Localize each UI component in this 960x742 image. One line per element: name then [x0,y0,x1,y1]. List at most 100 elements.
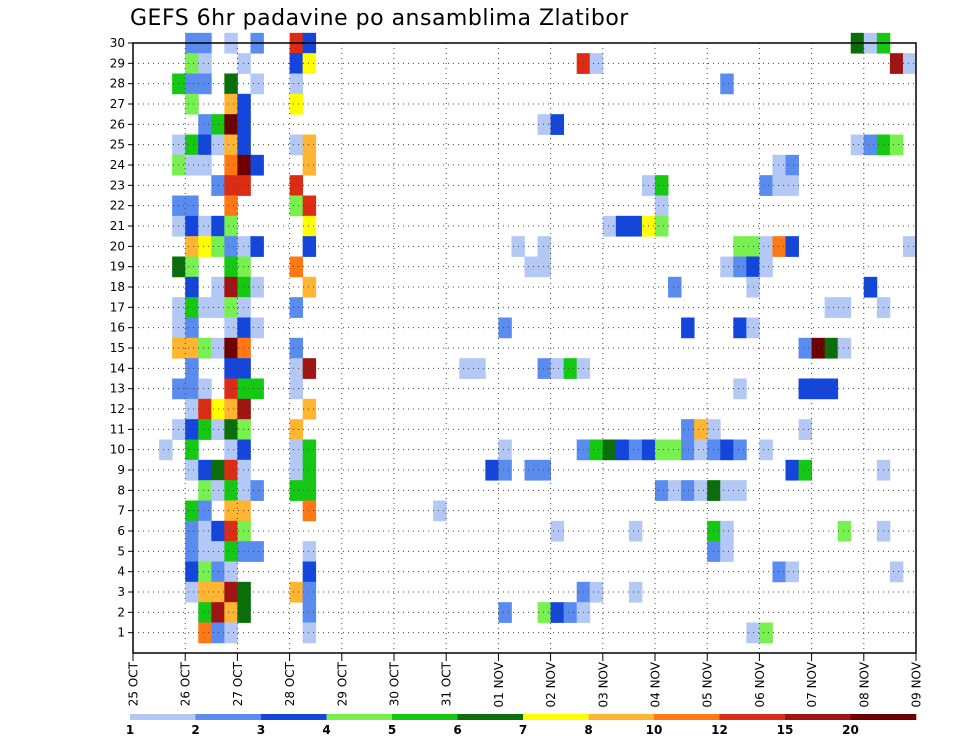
x-tick-label: 05 NOV [701,661,715,707]
heat-cell [537,236,551,257]
y-tick-label: 12 [110,402,125,416]
heat-cell [655,195,669,217]
heat-cell [224,154,238,176]
heat-cell [759,256,773,278]
heat-cell [237,378,251,400]
heat-cell [224,480,238,501]
heat-cell [498,317,512,339]
heat-cell [824,297,839,318]
heat-cell [537,114,551,135]
y-tick-label: 23 [110,178,125,192]
heat-cell [198,419,212,440]
heat-cell [250,154,264,176]
heat-cell [185,53,199,74]
heat-cell [185,297,199,318]
heat-cell [302,459,317,481]
heat-cell [837,297,852,318]
heat-cell [224,541,238,562]
heat-cell [759,622,773,644]
heat-cell [628,581,643,603]
heat-cell [550,358,565,379]
heat-cell [863,134,878,156]
heat-cell [485,459,499,481]
y-tick-label: 2 [117,605,125,619]
x-tick-label: 31 OCT [440,661,454,706]
heat-cell [250,73,264,95]
legend-swatch [326,714,393,720]
y-tick-label: 28 [110,77,125,91]
legend-label: 4 [322,723,330,737]
heat-cell [302,276,317,298]
heat-cell [902,236,917,257]
legend-label: 2 [191,723,199,737]
heat-cell [198,215,212,237]
heat-cell [302,134,317,156]
heat-cell [185,398,199,420]
x-tick-label: 29 OCT [335,661,349,706]
heat-cell [185,256,199,278]
heat-cell [289,93,304,115]
heat-cell [720,73,734,95]
x-tick-label: 01 NOV [492,661,506,707]
legend-swatch [654,714,720,720]
heat-cell [237,358,251,379]
heat-cell [198,622,212,644]
heat-cell [289,175,304,196]
legend-label: 10 [646,723,663,737]
heat-cell [224,175,238,196]
heat-cell [681,480,695,501]
heat-cell [681,439,695,461]
heat-cell [563,358,578,379]
heat-cell [289,53,304,74]
y-tick-label: 14 [110,361,125,375]
legend-label: 8 [584,723,592,737]
y-tick-label: 15 [110,341,125,355]
heat-cell [237,500,251,522]
heat-cell [224,500,238,522]
heat-cell [498,602,512,623]
legend-swatch [130,714,196,720]
x-tick-label: 27 OCT [231,661,245,706]
heat-cell [224,581,238,603]
heat-cell [537,256,551,278]
heat-cell [250,276,264,298]
heat-cell [237,459,251,481]
y-tick-label: 29 [110,56,125,70]
legend-swatch [785,714,851,720]
legend-swatch [850,714,917,720]
heat-cell [185,215,199,237]
heat-cell [785,154,799,176]
heat-cell [198,297,212,318]
heat-cell [198,337,212,359]
heat-cell [237,114,251,135]
heat-cell [850,134,865,156]
heat-cell [185,195,199,217]
heat-cell [198,541,212,562]
heat-cell [289,134,304,156]
legend-swatch [588,714,655,720]
heat-cell [302,500,317,522]
heat-cell [237,419,251,440]
heat-cell [589,439,604,461]
heat-cell [289,581,304,603]
legend-swatch [457,714,524,720]
heat-cell [289,439,304,461]
y-tick-label: 6 [117,524,125,538]
legend-label: 7 [519,723,527,737]
heat-cell [302,480,317,501]
heat-cell [628,439,643,461]
heat-cell [237,581,251,603]
legend-label: 15 [777,723,794,737]
heat-cell [224,378,238,400]
heat-cell [224,93,238,115]
heat-cell [772,236,786,257]
y-tick-label: 18 [110,280,125,294]
heat-cell [224,114,238,135]
heat-cell [224,297,238,318]
x-tick-label: 02 NOV [544,661,558,707]
heat-cell [772,154,786,176]
heat-cell [237,154,251,176]
heat-cell [785,236,799,257]
legend-label: 12 [711,723,728,737]
heat-cell [224,398,238,420]
